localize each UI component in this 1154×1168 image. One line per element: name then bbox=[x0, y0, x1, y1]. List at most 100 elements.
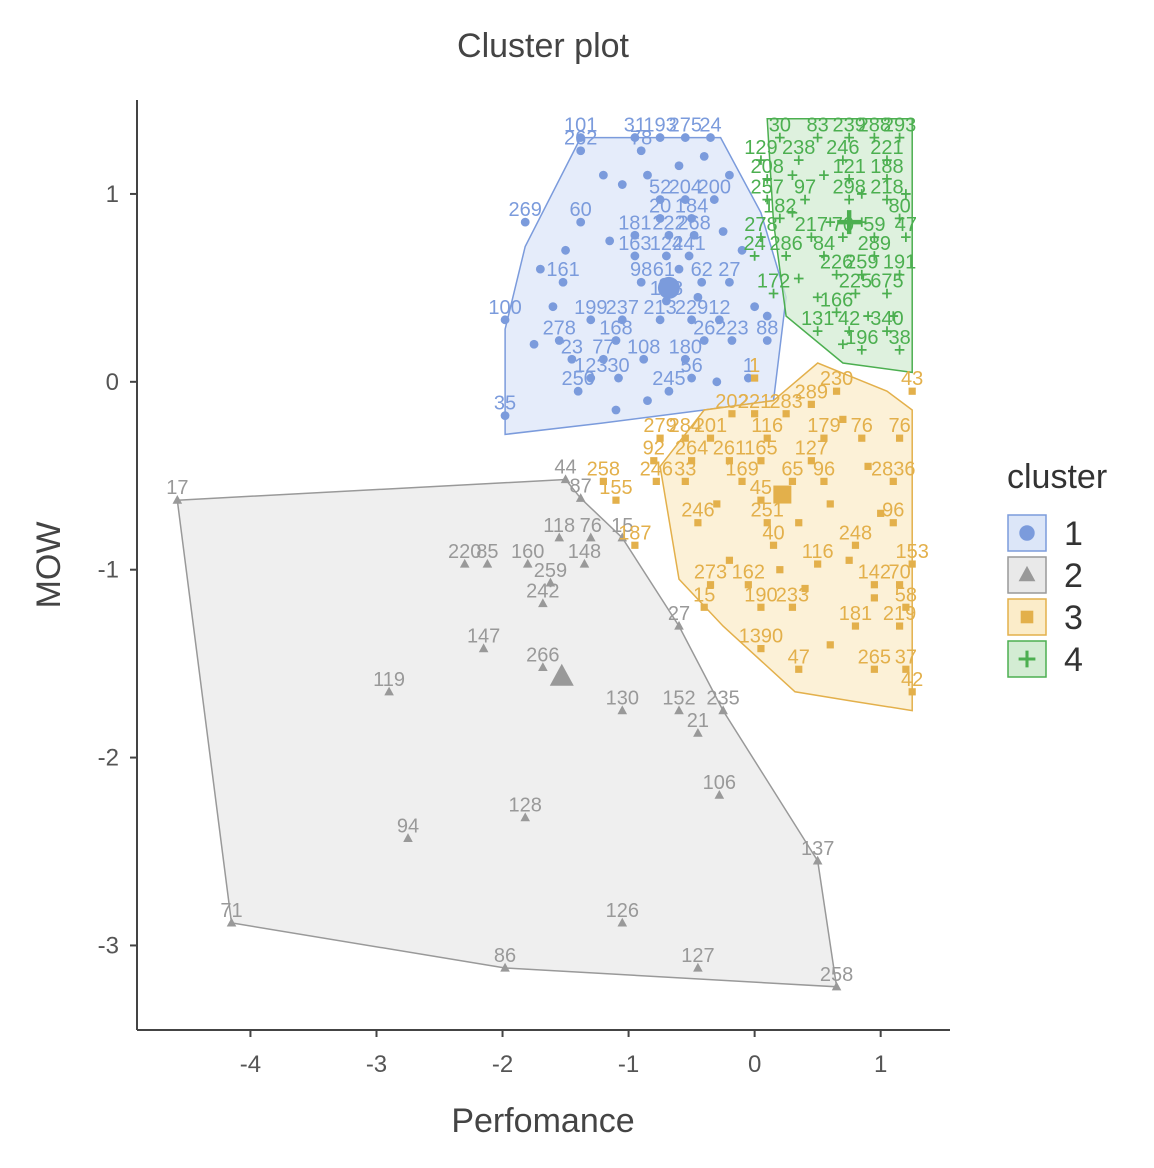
x-tick-label: -1 bbox=[618, 1051, 639, 1078]
cluster-3-point-label: 162 bbox=[732, 562, 765, 584]
cluster-4-point bbox=[882, 155, 892, 165]
cluster-2-point bbox=[579, 558, 590, 568]
cluster-1-point bbox=[680, 354, 690, 364]
cluster-2-point-label: 21 bbox=[687, 710, 709, 732]
cluster-1-point bbox=[674, 264, 684, 274]
x-axis-title: Perfomance bbox=[451, 1102, 634, 1140]
cluster-3-point bbox=[870, 581, 878, 589]
cluster-1-point bbox=[576, 146, 586, 156]
cluster-3-point-label: 181 bbox=[839, 603, 872, 625]
cluster-4-point bbox=[838, 232, 848, 242]
cluster-2-point-label: 235 bbox=[706, 688, 739, 710]
cluster-4-point bbox=[775, 132, 785, 143]
cluster-4-point bbox=[831, 307, 842, 318]
cluster-3-point bbox=[870, 594, 878, 602]
cluster-1-point bbox=[762, 311, 772, 321]
cluster-3-point bbox=[652, 477, 660, 485]
cluster-4-point bbox=[888, 311, 899, 321]
cluster-3-point-label: 233 bbox=[776, 584, 809, 606]
cluster-1-point-label: 161 bbox=[546, 259, 579, 281]
legend: cluster 1 2 3 4 bbox=[1007, 458, 1107, 679]
cluster-1-point-label: 62 bbox=[691, 259, 713, 281]
cluster-1-point-label: 56 bbox=[680, 355, 702, 377]
cluster-3-point-label: 37 bbox=[895, 646, 917, 668]
cluster-4-point-label: 257 bbox=[751, 177, 784, 199]
cluster-2-point-label: 147 bbox=[467, 626, 500, 648]
cluster-4-point bbox=[844, 132, 854, 143]
cluster-3-point bbox=[889, 477, 897, 485]
cluster-1-point-label: 199 bbox=[574, 297, 607, 319]
cluster-1-point-label: 20 bbox=[649, 195, 671, 217]
cluster-1-point-label: 30 bbox=[607, 355, 629, 377]
cluster-3-point bbox=[738, 477, 746, 485]
cluster-4-point-label: 675 bbox=[870, 271, 903, 293]
cluster-1-point bbox=[680, 133, 690, 142]
cluster-1-point bbox=[558, 277, 568, 287]
legend-label-4: 4 bbox=[1064, 641, 1083, 679]
cluster-1-point bbox=[586, 315, 596, 325]
cluster-1-point bbox=[699, 336, 709, 345]
cluster-3-point-label: 2836 bbox=[871, 458, 916, 480]
cluster-2-point-label: 258 bbox=[820, 964, 853, 986]
cluster-1-point-label: 100 bbox=[488, 297, 521, 319]
cluster-3-point-label: 283 bbox=[769, 391, 802, 413]
cluster-1-point bbox=[762, 336, 772, 345]
cluster-4-point-label: 188 bbox=[870, 156, 903, 178]
cluster-3-point bbox=[612, 496, 620, 504]
cluster-1-point bbox=[655, 315, 665, 325]
cluster-1-point bbox=[743, 373, 753, 383]
cluster-4-point bbox=[756, 155, 766, 165]
cluster-3-point bbox=[757, 496, 765, 504]
cluster-3-point bbox=[908, 387, 916, 395]
cluster-2-point-label: 86 bbox=[494, 945, 516, 967]
cluster-3-point-label: 1390 bbox=[739, 626, 784, 648]
legend-swatch-3 bbox=[1007, 598, 1047, 636]
cluster-3-point-label: 15 bbox=[693, 584, 715, 606]
cluster-3-point-label: 279 bbox=[643, 415, 676, 437]
x-tick-label: -3 bbox=[366, 1051, 387, 1078]
cluster-4-point bbox=[762, 194, 773, 205]
cluster-1-point-label: 108 bbox=[627, 336, 660, 358]
cluster-1-point-label: 200 bbox=[698, 177, 731, 199]
cluster-4-point-label: 298 bbox=[832, 177, 865, 199]
cluster-4-point bbox=[882, 326, 892, 336]
cluster-3-point bbox=[870, 665, 878, 673]
cluster-3-point bbox=[902, 665, 910, 673]
cluster-4-point-label: 129 bbox=[744, 137, 777, 159]
cluster-4-point bbox=[856, 269, 867, 280]
cluster-2-point bbox=[831, 981, 842, 991]
cluster-1-point-label: 241 bbox=[672, 233, 705, 255]
cluster-1-point bbox=[636, 146, 646, 156]
cluster-3-point-label: 230 bbox=[820, 368, 853, 390]
cluster-3-point-label: 42 bbox=[901, 669, 923, 691]
cluster-1-point bbox=[630, 133, 640, 142]
cluster-3-point bbox=[820, 477, 828, 485]
cluster-3-point bbox=[757, 603, 765, 611]
cluster-3-point-label: 221 bbox=[738, 391, 771, 413]
cluster-1-point bbox=[598, 354, 608, 364]
cluster-3-point bbox=[706, 581, 715, 589]
cluster-2-point-label: 76 bbox=[580, 515, 602, 537]
cluster-4-point bbox=[806, 232, 817, 242]
cluster-3-point-label: 43 bbox=[901, 368, 923, 390]
legend-swatch-1 bbox=[1007, 514, 1047, 552]
cluster-1-point bbox=[664, 386, 674, 396]
cluster-4-point bbox=[812, 132, 823, 143]
cluster-2-point bbox=[812, 855, 823, 865]
cluster-3-point-label: 246 bbox=[640, 458, 673, 480]
cluster-2-point bbox=[617, 917, 628, 927]
cluster-4-point-label: 225 bbox=[839, 271, 872, 293]
cluster-4-point-label: 172 bbox=[757, 271, 790, 293]
cluster-4-point-label: 121 bbox=[832, 156, 865, 178]
cluster-4-point-label: 208 bbox=[751, 156, 784, 178]
cluster-3-point bbox=[788, 477, 797, 485]
cluster-3-point-label: 246 bbox=[681, 500, 714, 522]
cluster-3-point-label: 76 bbox=[888, 415, 910, 437]
cluster-4-point-label: 217 bbox=[795, 214, 828, 236]
cluster-3-point bbox=[725, 457, 734, 465]
cluster-3-point bbox=[858, 434, 866, 442]
cluster-2-point-label: 259 bbox=[534, 560, 567, 582]
cluster-4-point-label: 131 bbox=[801, 308, 834, 330]
cluster-3-point bbox=[895, 622, 904, 630]
cluster-2-point bbox=[459, 558, 470, 568]
